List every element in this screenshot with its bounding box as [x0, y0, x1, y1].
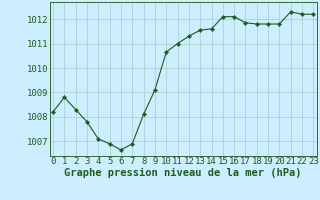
- X-axis label: Graphe pression niveau de la mer (hPa): Graphe pression niveau de la mer (hPa): [64, 168, 302, 178]
